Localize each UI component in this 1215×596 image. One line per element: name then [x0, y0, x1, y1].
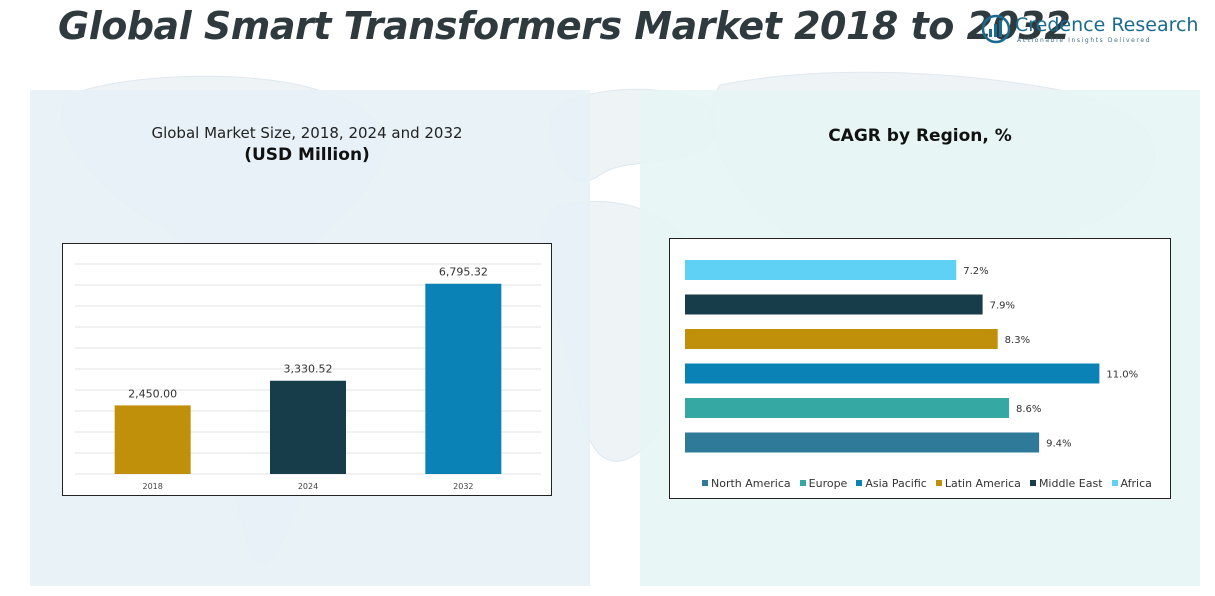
cagr-legend: North America Europe Asia Pacific Latin Ame…: [702, 476, 1162, 490]
bar-2032: [425, 283, 502, 474]
cagr-bar-chart: 9.4% 8.6% 11.0% 8.3% 7.9% 7.2%: [685, 260, 1138, 453]
bar-chart-logo-icon: [981, 14, 1011, 44]
legend-item-latin-america: Latin America: [935, 476, 1021, 490]
legend-swatch: [935, 480, 942, 486]
bar-2024: [270, 380, 346, 474]
market-size-bar-chart: 2,450.00 2018 3,330.52 2024 6,795.32 2032: [75, 263, 541, 491]
legend-item-europe: Europe: [799, 476, 848, 490]
legend-item-middle-east: Middle East: [1029, 476, 1103, 490]
x-tick-label-2018: 2018: [142, 482, 162, 491]
brand-tagline: Actionable Insights Delivered: [1017, 37, 1152, 44]
bar-middle-east: [685, 294, 983, 315]
legend-item-north-america: North America: [702, 476, 791, 490]
legend-swatch: [1029, 480, 1036, 486]
legend-item-asia-pacific: Asia Pacific: [856, 476, 927, 490]
data-label-north-america: 9.4%: [1046, 439, 1071, 450]
page-title: Global Smart Transformers Market 2018 to…: [58, 4, 1071, 48]
legend-swatch: [799, 480, 806, 486]
cagr-title: CAGR by Region, %: [828, 126, 1012, 146]
bar-north-america: [685, 432, 1040, 453]
bar-africa: [685, 260, 957, 280]
legend-label: North America: [711, 476, 791, 490]
legend-swatch: [856, 480, 863, 486]
bar-latin-america: [685, 329, 998, 349]
bar-2018: [114, 405, 191, 474]
data-label-europe: 8.6%: [1016, 404, 1041, 415]
data-label-latin-america: 8.3%: [1005, 335, 1030, 346]
x-tick-label-2032: 2032: [453, 482, 473, 491]
data-label-asia-pacific: 11.0%: [1106, 370, 1138, 381]
x-tick-label-2024: 2024: [298, 482, 318, 491]
data-label-middle-east: 7.9%: [990, 301, 1015, 312]
bar-europe: [685, 398, 1009, 418]
brand-name: Credence Research: [1015, 14, 1199, 36]
data-label-2018: 2,450.00: [128, 387, 177, 400]
legend-swatch: [702, 480, 708, 486]
market-size-title: Global Market Size, 2018, 2024 and 2032: [151, 124, 463, 142]
data-label-africa: 7.2%: [963, 266, 988, 277]
cagr-chart-frame: 9.4% 8.6% 11.0% 8.3% 7.9% 7.2%: [669, 238, 1171, 499]
data-label-2032: 6,795.32: [439, 266, 488, 279]
market-size-chart-frame: 2,450.00 2018 3,330.52 2024 6,795.32 2032: [62, 243, 552, 496]
legend-item-africa: Africa: [1111, 476, 1152, 490]
legend-label: Africa: [1120, 476, 1152, 490]
legend-label: Latin America: [944, 476, 1021, 490]
bar-asia-pacific: [685, 363, 1100, 384]
legend-swatch: [1111, 480, 1118, 486]
legend-label: Middle East: [1038, 476, 1103, 490]
data-label-2024: 3,330.52: [284, 363, 333, 376]
market-size-subtitle: (USD Million): [244, 145, 370, 165]
legend-label: Asia Pacific: [865, 476, 927, 490]
legend-label: Europe: [808, 476, 848, 490]
brand-logo: Credence Research Actionable Insights De…: [981, 12, 1198, 48]
